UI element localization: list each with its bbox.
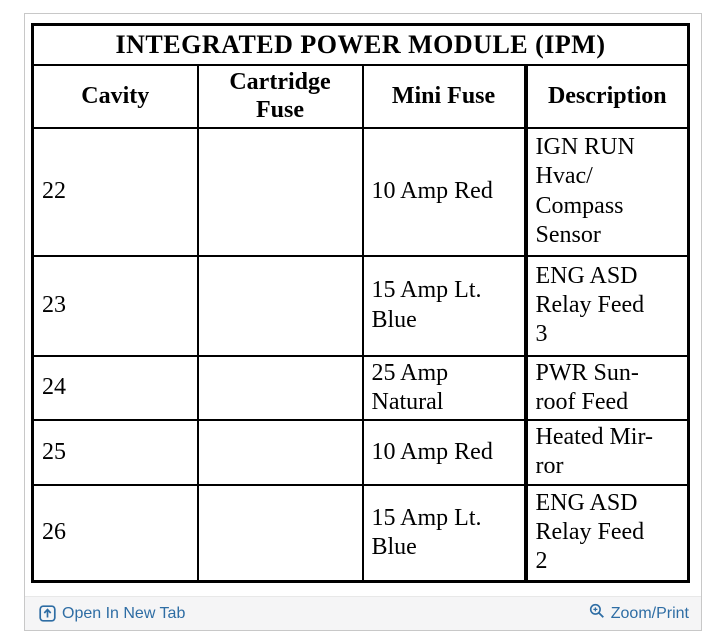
- cavity-cell: 23: [31, 254, 199, 357]
- table-row: 23 15 Amp Lt. Blue ENG ASD Relay Feed 3: [31, 254, 690, 357]
- mini-fuse-cell: 10 Amp Red: [361, 419, 527, 486]
- cartridge-fuse-cell: [196, 254, 364, 357]
- zoom-print-label: Zoom/Print: [610, 604, 689, 622]
- mini-fuse-cell: 15 Amp Lt. Blue: [361, 254, 527, 357]
- zoom-magnifier-icon: [589, 603, 605, 619]
- fuse-diagram-image: INTEGRATED POWER MODULE (IPM) Cavity Car…: [25, 14, 701, 588]
- viewer-toolbar: Open In New Tab Zoom/Print: [25, 596, 701, 630]
- mini-fuse-cell: 15 Amp Lt. Blue: [361, 483, 527, 583]
- description-cell: ENG ASD Relay Feed 2: [523, 483, 690, 583]
- description-cell: IGN RUN Hvac/ Compass Sensor: [523, 126, 690, 257]
- cartridge-fuse-cell: [196, 354, 364, 422]
- column-header-description: Description: [523, 63, 690, 129]
- table-header-row: Cavity Cartridge Fuse Mini Fuse Descript…: [31, 63, 690, 129]
- cavity-cell: 22: [31, 126, 199, 257]
- open-in-new-tab-icon: [39, 605, 56, 622]
- mini-fuse-cell: 25 Amp Natural: [361, 354, 527, 422]
- cartridge-fuse-cell: [196, 126, 364, 257]
- cavity-cell: 24: [31, 354, 199, 422]
- image-viewer-panel: INTEGRATED POWER MODULE (IPM) Cavity Car…: [24, 13, 702, 631]
- cartridge-fuse-cell: [196, 483, 364, 583]
- column-header-cartridge-fuse: Cartridge Fuse: [196, 63, 364, 129]
- table-row: 26 15 Amp Lt. Blue ENG ASD Relay Feed 2: [31, 483, 690, 583]
- description-cell: PWR Sun- roof Feed: [523, 354, 690, 422]
- open-in-new-tab-link[interactable]: Open In New Tab: [39, 605, 185, 623]
- column-header-mini-fuse: Mini Fuse: [361, 63, 527, 129]
- table-row: 25 10 Amp Red Heated Mir- ror: [31, 419, 690, 486]
- cavity-cell: 26: [31, 483, 199, 583]
- cartridge-fuse-cell: [196, 419, 364, 486]
- cavity-cell: 25: [31, 419, 199, 486]
- table-title-row: INTEGRATED POWER MODULE (IPM): [31, 23, 690, 66]
- table-title: INTEGRATED POWER MODULE (IPM): [31, 23, 690, 66]
- description-cell: Heated Mir- ror: [523, 419, 690, 486]
- column-header-cavity: Cavity: [31, 63, 199, 129]
- table-row: 22 10 Amp Red IGN RUN Hvac/ Compass Sens…: [31, 126, 690, 257]
- mini-fuse-cell: 10 Amp Red: [361, 126, 527, 257]
- description-cell: ENG ASD Relay Feed 3: [523, 254, 690, 357]
- fuse-table: INTEGRATED POWER MODULE (IPM) Cavity Car…: [31, 23, 691, 584]
- table-row: 24 25 Amp Natural PWR Sun- roof Feed: [31, 354, 690, 422]
- open-in-new-tab-label: Open In New Tab: [62, 604, 186, 622]
- zoom-print-link[interactable]: Zoom/Print: [589, 603, 689, 625]
